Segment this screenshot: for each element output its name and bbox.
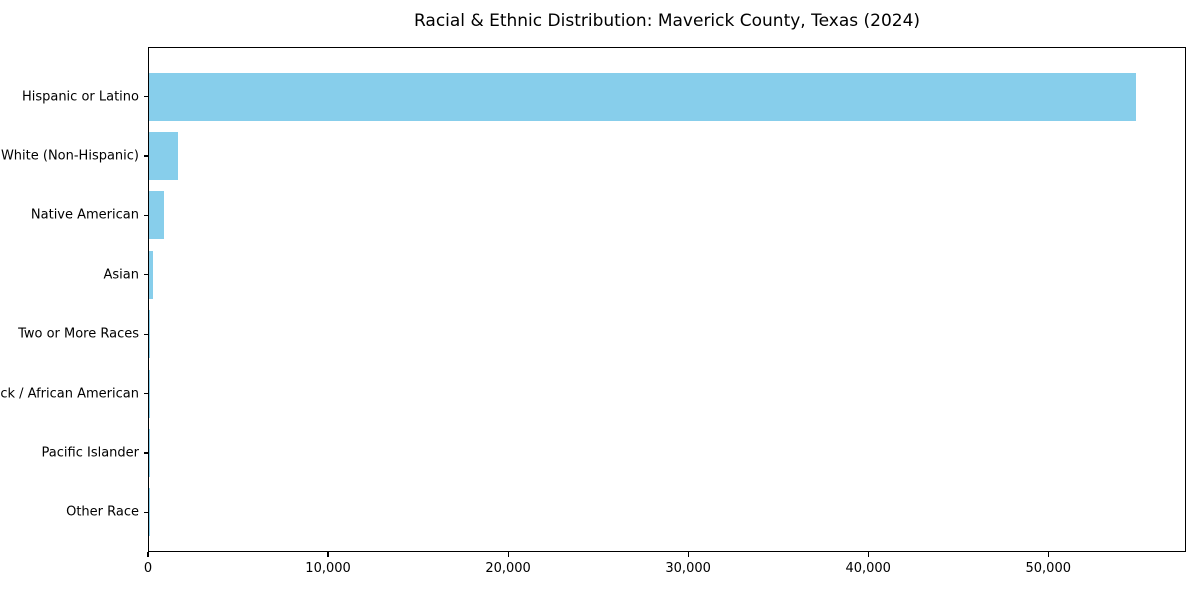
- bar: [149, 250, 154, 299]
- x-axis-tick: [507, 552, 509, 557]
- x-axis-tick-label: 30,000: [665, 561, 711, 576]
- y-axis-tick: [144, 155, 149, 157]
- bar-row: Hispanic or Latino: [22, 67, 1185, 126]
- y-axis-label: Other Race: [66, 504, 139, 520]
- bar: [149, 191, 165, 240]
- plot-area: Hispanic or Latino White (Non-Hispanic) Na…: [0, 47, 1186, 552]
- y-axis-tick: [144, 333, 149, 335]
- y-axis-label: Black / African American: [0, 386, 139, 402]
- bar-row: Asian: [104, 245, 1185, 304]
- x-axis: 0 10,000 20,000 30,000 40,000 50,000: [144, 552, 1186, 592]
- x-axis-tick: [147, 552, 149, 557]
- bar: [149, 310, 151, 359]
- bar-row: Black / African American: [0, 364, 1185, 423]
- x-axis-tick-label: 20,000: [485, 561, 531, 576]
- bar: [149, 369, 150, 418]
- chart-title: Racial & Ethnic Distribution: Maverick C…: [413, 11, 921, 31]
- bar-row: Other Race: [66, 483, 1185, 542]
- y-axis-tick: [144, 511, 149, 513]
- x-axis-tick-label: 10,000: [305, 561, 351, 576]
- y-axis-label: Native American: [30, 207, 139, 223]
- bar-row: Two or More Races: [18, 305, 1185, 364]
- y-axis-label: Two or More Races: [18, 326, 139, 342]
- x-axis-tick: [687, 552, 689, 557]
- y-axis-label: White (Non-Hispanic): [0, 148, 139, 164]
- y-axis-tick: [144, 274, 149, 276]
- y-axis-label: Asian: [103, 267, 139, 283]
- x-axis-tick: [1047, 552, 1049, 557]
- bar-row: Native American: [31, 186, 1185, 245]
- x-axis-tick: [327, 552, 329, 557]
- bar: [149, 132, 178, 181]
- bar: [149, 72, 1136, 121]
- x-axis-tick-label: 0: [143, 561, 153, 576]
- bar-row: Pacific Islander: [42, 423, 1185, 482]
- x-axis-tick-label: 50,000: [1025, 561, 1072, 576]
- y-axis-label: Pacific Islander: [41, 445, 139, 461]
- y-axis-tick: [144, 96, 149, 98]
- y-axis-tick: [144, 452, 149, 454]
- bar-rows: Hispanic or Latino White (Non-Hispanic) Na…: [0, 67, 1185, 542]
- y-axis-tick: [144, 214, 149, 217]
- y-axis-label: Hispanic or Latino: [21, 89, 139, 105]
- x-axis-tick: [867, 552, 869, 557]
- x-axis-tick-label: 40,000: [845, 561, 891, 576]
- bar-row: White (Non-Hispanic): [1, 126, 1185, 185]
- y-axis-tick: [144, 392, 149, 395]
